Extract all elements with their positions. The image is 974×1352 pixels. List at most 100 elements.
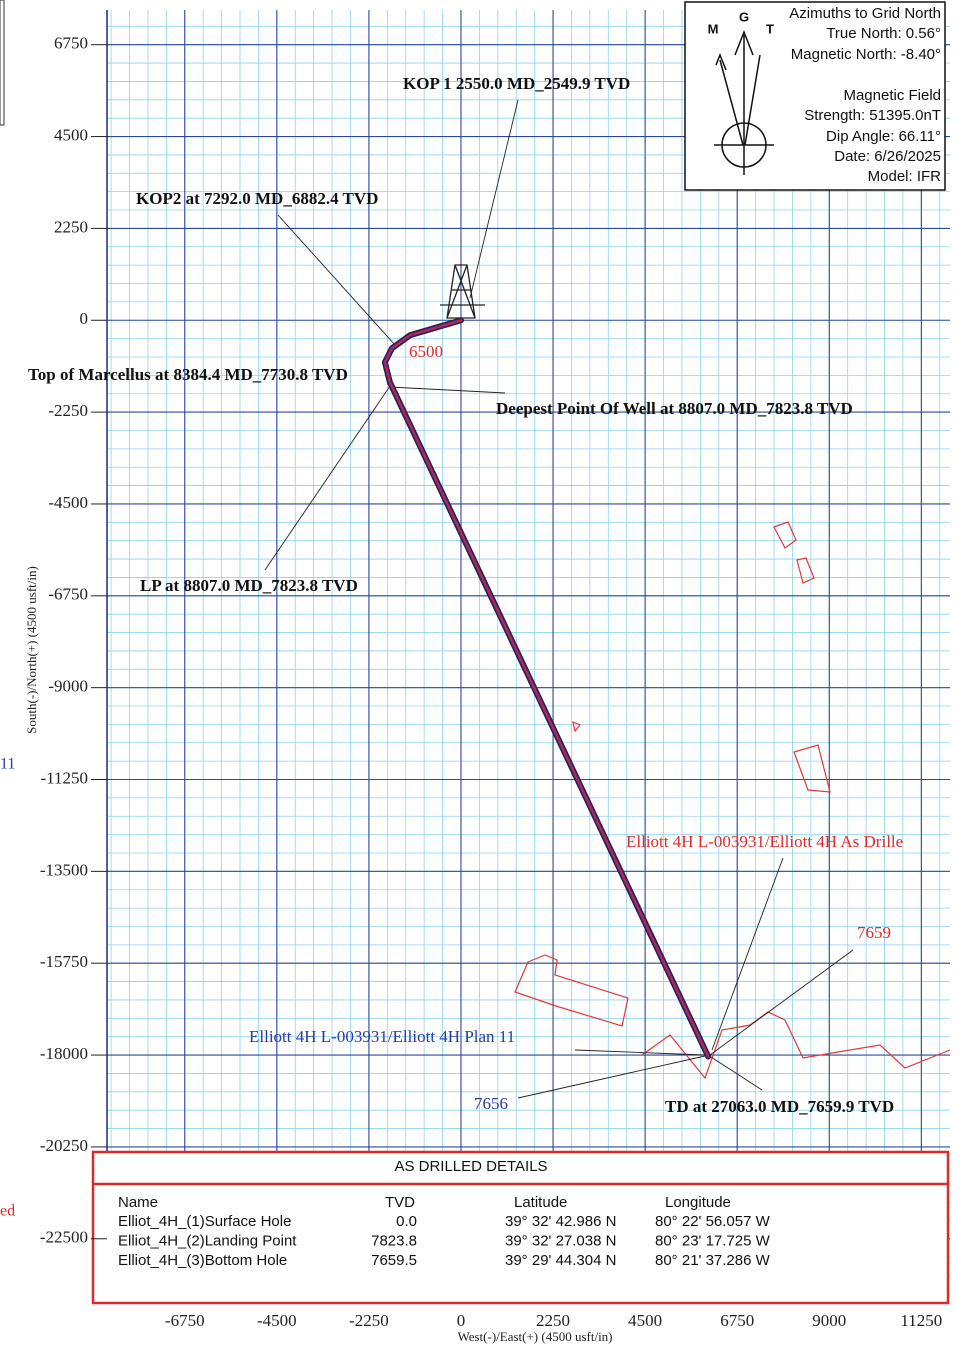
table-cell: 39° 32' 27.038 N bbox=[505, 1232, 616, 1249]
table-header: Latitude bbox=[514, 1194, 567, 1211]
details-box bbox=[91, 1150, 950, 1305]
compass-line: Magnetic Field bbox=[843, 87, 941, 104]
edge-fragment: ed bbox=[0, 1203, 15, 1220]
y-tick-label: 6750 bbox=[54, 34, 88, 53]
x-tick-label: -6750 bbox=[165, 1311, 205, 1330]
x-axis-label: West(-)/East(+) (4500 usft/in) bbox=[457, 1329, 612, 1344]
rig-lines bbox=[440, 264, 485, 319]
compass-line: Model: IFR bbox=[868, 168, 942, 185]
x-tick-label: -4500 bbox=[257, 1311, 297, 1330]
true-north-arrow bbox=[744, 54, 761, 146]
leader-line bbox=[574, 1049, 706, 1056]
table-cell: 39° 32' 42.986 N bbox=[505, 1213, 616, 1230]
table-cell: Elliot_4H_(2)Landing Point bbox=[118, 1232, 297, 1249]
table-cell: 7823.8 bbox=[371, 1232, 417, 1249]
lease-outline bbox=[572, 720, 581, 733]
lease-outlines bbox=[514, 521, 951, 1080]
compass-m: M bbox=[708, 21, 719, 36]
x-tick-label: 11250 bbox=[900, 1311, 942, 1330]
y-tick-label: -11250 bbox=[40, 768, 88, 787]
annotation: 6500 bbox=[409, 342, 443, 361]
y-tick-label: 2250 bbox=[54, 217, 88, 236]
table-cell: 80° 22' 56.057 W bbox=[655, 1213, 771, 1230]
annotation: Elliott 4H L-003931/Elliott 4H As Drille bbox=[626, 832, 903, 851]
leader-line bbox=[389, 386, 506, 394]
y-tick-label: -6750 bbox=[48, 585, 88, 604]
leaders bbox=[264, 99, 854, 1099]
table-cell: 80° 21' 37.286 W bbox=[655, 1252, 771, 1269]
y-tick-label: -15750 bbox=[40, 952, 88, 971]
compass-box bbox=[684, 1, 946, 191]
arrow-head bbox=[715, 52, 727, 71]
compass-line: True North: 0.56° bbox=[826, 25, 941, 42]
lease-outline bbox=[641, 1011, 951, 1080]
table-cell: 0.0 bbox=[396, 1213, 417, 1230]
annotation: KOP2 at 7292.0 MD_6882.4 TVD bbox=[136, 189, 378, 208]
table-header: Longitude bbox=[665, 1194, 731, 1211]
leader-line bbox=[711, 857, 784, 1051]
y-tick-label: -4500 bbox=[48, 493, 88, 512]
compass-g: G bbox=[739, 9, 749, 24]
y-tick-label: -22500 bbox=[40, 1228, 88, 1247]
rig-icon bbox=[440, 264, 485, 319]
y-tick-label: -9000 bbox=[48, 677, 88, 696]
annotation: KOP 1 2550.0 MD_2549.9 TVD bbox=[403, 74, 630, 93]
compass-line: Magnetic North: -8.40° bbox=[791, 46, 941, 63]
annotation: Top of Marcellus at 8384.4 MD_7730.8 TVD bbox=[28, 365, 348, 384]
annotation: 7659 bbox=[857, 923, 891, 942]
axes: South(-)/North(+) (4500 usft/in) West(-)… bbox=[0, 34, 942, 1344]
well-path-actual bbox=[384, 319, 709, 1058]
leader-line bbox=[264, 385, 391, 571]
x-tick-label: 2250 bbox=[536, 1311, 570, 1330]
arrow-head bbox=[734, 29, 754, 56]
leader-line bbox=[707, 1054, 763, 1091]
leader-line bbox=[517, 1055, 706, 1099]
y-tick-label: -18000 bbox=[40, 1044, 88, 1063]
compass-line: Strength: 51395.0nT bbox=[804, 107, 941, 124]
lease-outline bbox=[514, 954, 629, 1027]
compass-line: Date: 6/26/2025 bbox=[834, 148, 941, 165]
compass-text: Azimuths to Grid North True North: 0.56°… bbox=[708, 5, 942, 185]
annotation: 7656 bbox=[474, 1094, 508, 1113]
y-tick-label: 4500 bbox=[54, 125, 88, 144]
grid bbox=[107, 10, 950, 1300]
table-title: AS DRILLED DETAILS bbox=[394, 1158, 547, 1175]
table-header: Name bbox=[118, 1194, 158, 1211]
edge-fragment: 11 bbox=[0, 756, 15, 773]
north-arrows bbox=[714, 29, 774, 175]
y-tick-label: -2250 bbox=[48, 401, 88, 420]
y-tick-label: -20250 bbox=[40, 1136, 88, 1155]
annotation: Deepest Point Of Well at 8807.0 MD_7823.… bbox=[496, 399, 853, 418]
leader-line bbox=[709, 949, 854, 1056]
x-tick-label: 4500 bbox=[628, 1311, 662, 1330]
lease-outline bbox=[796, 557, 815, 584]
leader-line bbox=[469, 99, 519, 299]
table-header: TVD bbox=[385, 1194, 415, 1211]
leader-line bbox=[277, 214, 396, 346]
labels: KOP 1 2550.0 MD_2549.9 TVD KOP2 at 7292.0… bbox=[28, 74, 903, 1116]
compass-t: T bbox=[766, 21, 774, 36]
table-cell: 39° 29' 44.304 N bbox=[505, 1252, 616, 1269]
x-tick-label: 6750 bbox=[720, 1311, 754, 1330]
x-tick-label: -2250 bbox=[349, 1311, 389, 1330]
annotation: TD at 27063.0 MD_7659.9 TVD bbox=[665, 1097, 894, 1116]
table-cell: Elliot_4H_(3)Bottom Hole bbox=[118, 1252, 287, 1269]
annotation: Elliott 4H L-003931/Elliott 4H Plan 11 bbox=[249, 1027, 515, 1046]
y-tick-label: -13500 bbox=[40, 860, 88, 879]
table-cell: 7659.5 bbox=[371, 1252, 417, 1269]
well-path bbox=[381, 317, 712, 1060]
table-cell: 80° 23' 17.725 W bbox=[655, 1232, 771, 1249]
magnetic-north-arrow bbox=[719, 59, 744, 146]
y-tick-label: 0 bbox=[80, 309, 89, 328]
lease-outline bbox=[773, 521, 797, 549]
table-cell: Elliot_4H_(1)Surface Hole bbox=[118, 1213, 291, 1230]
x-tick-label: 9000 bbox=[812, 1311, 846, 1330]
compass-title: Azimuths to Grid North bbox=[789, 5, 941, 22]
y-axis-label: South(-)/North(+) (4500 usft/in) bbox=[24, 566, 39, 734]
x-tick-label: 0 bbox=[457, 1311, 466, 1330]
compass-line: Dip Angle: 66.11° bbox=[826, 128, 941, 145]
annotation: LP at 8807.0 MD_7823.8 TVD bbox=[140, 576, 358, 595]
details-table: AS DRILLED DETAILS Name TVD Latitude Longit… bbox=[118, 1158, 771, 1269]
